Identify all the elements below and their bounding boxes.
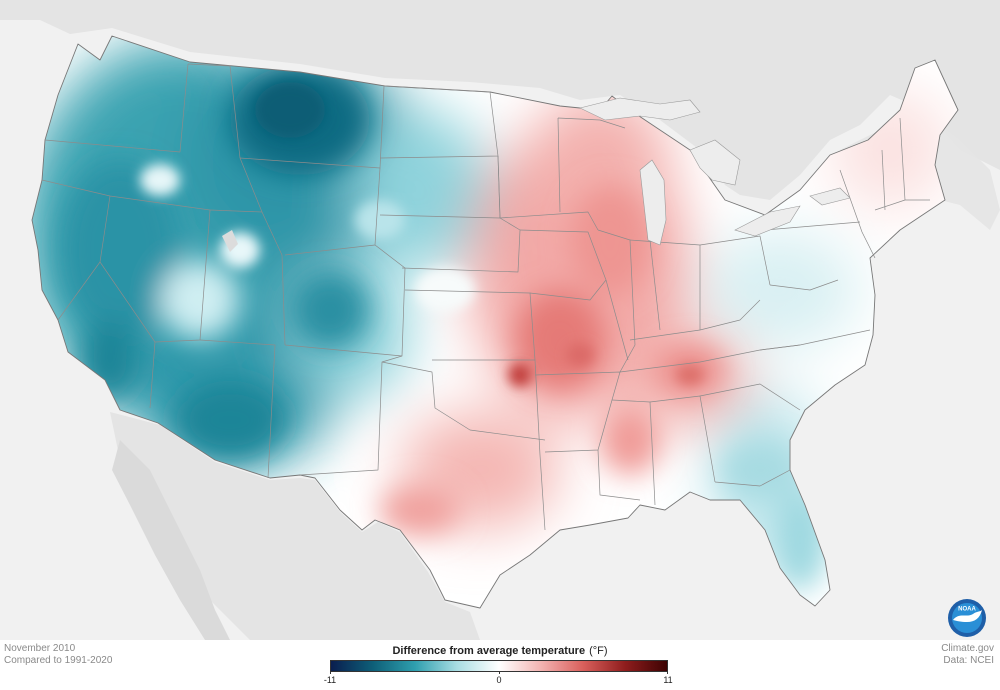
map-area xyxy=(0,0,1000,640)
legend-tick-min xyxy=(330,671,331,674)
noaa-logo: NOAA xyxy=(948,599,986,637)
state-borders xyxy=(31,35,959,609)
logo-bird-icon xyxy=(953,610,982,622)
legend-title: Difference from average temperature (°F) xyxy=(300,645,700,657)
great-lakes xyxy=(579,97,851,246)
period-label: November 2010 xyxy=(4,643,76,654)
legend-tick-mid xyxy=(499,671,500,674)
temperature-anomaly-map xyxy=(0,0,1000,640)
credit-label: Climate.gov xyxy=(941,643,994,654)
legend-unit: (°F) xyxy=(589,645,608,657)
source-label: Data: NCEI xyxy=(943,655,994,666)
legend-min-label: -11 xyxy=(323,675,337,685)
great-salt-lake xyxy=(222,230,238,252)
logo-text: NOAA xyxy=(958,607,976,613)
legend-title-text: Difference from average temperature xyxy=(392,645,586,657)
legend-max-label: 11 xyxy=(663,675,673,685)
legend-mid-label: 0 xyxy=(496,675,502,685)
baseline-label: Compared to 1991-2020 xyxy=(4,655,113,666)
legend-tick-max xyxy=(667,671,668,674)
